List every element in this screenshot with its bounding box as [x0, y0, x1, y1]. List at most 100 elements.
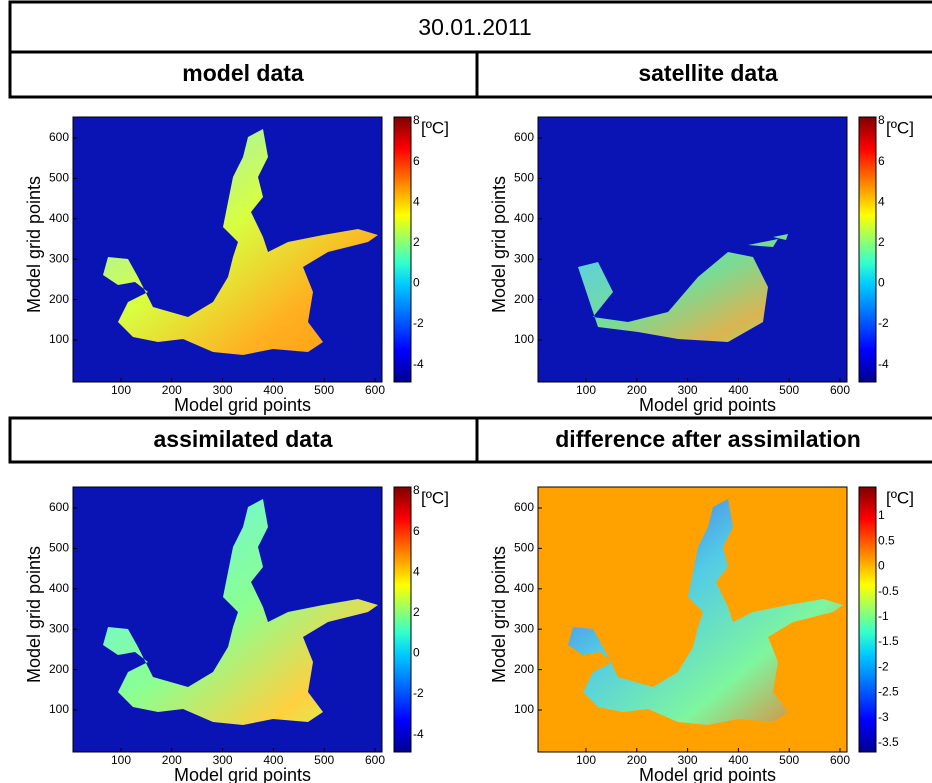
panel-title: model data	[182, 60, 304, 86]
y-tick-label: 100	[49, 332, 69, 346]
y-axis-label: Model grid points	[24, 546, 44, 683]
panel-title: satellite data	[638, 60, 778, 86]
y-tick-label: 600	[514, 130, 534, 144]
colorbar-tick-label: -2	[413, 316, 424, 330]
x-tick-label: 100	[576, 753, 596, 767]
x-tick-label: 300	[678, 753, 698, 767]
panel: 100 200 300 400 500 600 100 200 300 400 500 600 Mode…	[24, 113, 449, 415]
x-tick-label: 400	[263, 383, 283, 397]
y-tick-label: 300	[514, 621, 534, 635]
colorbar-tick-label: -4	[878, 357, 889, 371]
x-tick-label: 600	[830, 753, 850, 767]
header	[8, 0, 932, 464]
colorbar-tick-label: 0	[878, 559, 885, 573]
plot-frame	[537, 486, 848, 753]
y-axis-label: Model grid points	[489, 176, 509, 313]
colorbar-tick-label: 0	[413, 646, 420, 660]
colorbar-tick-label: -1	[878, 609, 889, 623]
y-axis-label: Model grid points	[24, 176, 44, 313]
plot-frame	[72, 116, 383, 383]
x-tick-label: 200	[627, 383, 647, 397]
y-tick-label: 600	[49, 500, 69, 514]
colorbar	[858, 116, 877, 383]
colorbar	[393, 486, 412, 753]
panel-title: assimilated data	[154, 426, 333, 452]
colorbar-tick-label: -3.5	[878, 735, 899, 749]
panel: 100 200 300 400 500 600 100 200 300 400 500 600 Mode…	[489, 486, 914, 783]
colorbar-tick-label: 0	[878, 276, 885, 290]
y-tick-label: 500	[49, 541, 69, 555]
x-tick-label: 500	[779, 753, 799, 767]
y-tick-label: 600	[514, 500, 534, 514]
x-axis-label: Model grid points	[639, 395, 776, 415]
colorbar-tick-label: -4	[413, 357, 424, 371]
y-tick-label: 300	[514, 251, 534, 265]
colorbar-tick-label: 2	[413, 235, 420, 249]
colorbar-tick-label: 4	[413, 194, 420, 208]
colorbar	[393, 116, 412, 383]
y-tick-label: 400	[514, 211, 534, 225]
y-axis-label: Model grid points	[489, 546, 509, 683]
colorbar-unit: [ºC]	[421, 118, 449, 137]
title-box	[475, 50, 932, 99]
y-tick-label: 400	[49, 581, 69, 595]
colorbar-tick-label: 2	[413, 605, 420, 619]
colorbar-tick-label: 8	[413, 113, 420, 127]
colorbar-tick-label: 6	[413, 524, 420, 538]
colorbar-tick-label: 8	[413, 483, 420, 497]
y-tick-label: 500	[514, 171, 534, 185]
y-tick-label: 600	[49, 130, 69, 144]
colorbar-tick-label: -1.5	[878, 634, 899, 648]
colorbar-tick-label: 0	[413, 276, 420, 290]
y-tick-label: 200	[49, 292, 69, 306]
y-tick-label: 100	[514, 702, 534, 716]
x-axis-label: Model grid points	[174, 765, 311, 783]
colorbar-tick-label: 2	[878, 235, 885, 249]
x-tick-label: 500	[314, 753, 334, 767]
colorbar-unit: [ºC]	[421, 488, 449, 507]
x-tick-label: 200	[162, 753, 182, 767]
y-tick-label: 500	[49, 171, 69, 185]
x-tick-label: 400	[263, 753, 283, 767]
x-tick-label: 600	[830, 383, 850, 397]
colorbar-tick-label: -4	[413, 727, 424, 741]
colorbar-tick-label: 4	[413, 564, 420, 578]
colorbar-tick-label: -2	[878, 316, 889, 330]
x-tick-label: 100	[111, 753, 131, 767]
y-tick-label: 300	[49, 621, 69, 635]
x-tick-label: 300	[678, 383, 698, 397]
x-tick-label: 400	[728, 753, 748, 767]
x-tick-label: 600	[365, 753, 385, 767]
x-tick-label: 500	[314, 383, 334, 397]
colorbar-tick-label: 8	[878, 113, 885, 127]
x-tick-label: 400	[728, 383, 748, 397]
y-tick-label: 100	[514, 332, 534, 346]
colorbar-unit: [ºC]	[886, 118, 914, 137]
x-tick-label: 300	[213, 383, 233, 397]
panel: 100 200 300 400 500 600 100 200 300 400 500 600 Mode…	[489, 113, 914, 415]
plot-frame	[72, 486, 383, 753]
map-background	[538, 117, 847, 382]
x-tick-label: 500	[779, 383, 799, 397]
y-tick-label: 300	[49, 251, 69, 265]
y-tick-label: 400	[49, 211, 69, 225]
colorbar-tick-label: -2	[413, 686, 424, 700]
colorbar-tick-label: 4	[878, 194, 885, 208]
x-tick-label: 100	[576, 383, 596, 397]
plot-frame	[537, 116, 848, 383]
colorbar-tick-label: -2	[878, 659, 889, 673]
y-tick-label: 400	[514, 581, 534, 595]
colorbar	[858, 486, 877, 753]
colorbar-tick-label: 1	[878, 508, 885, 522]
colorbar-tick-label: -2.5	[878, 685, 899, 699]
y-tick-label: 500	[514, 541, 534, 555]
y-tick-label: 200	[514, 662, 534, 676]
x-tick-label: 200	[627, 753, 647, 767]
x-tick-label: 600	[365, 383, 385, 397]
colorbar-tick-label: 6	[878, 154, 885, 168]
colorbar-tick-label: 0.5	[878, 533, 895, 547]
x-axis-label: Model grid points	[639, 765, 776, 783]
title-box	[475, 416, 932, 464]
